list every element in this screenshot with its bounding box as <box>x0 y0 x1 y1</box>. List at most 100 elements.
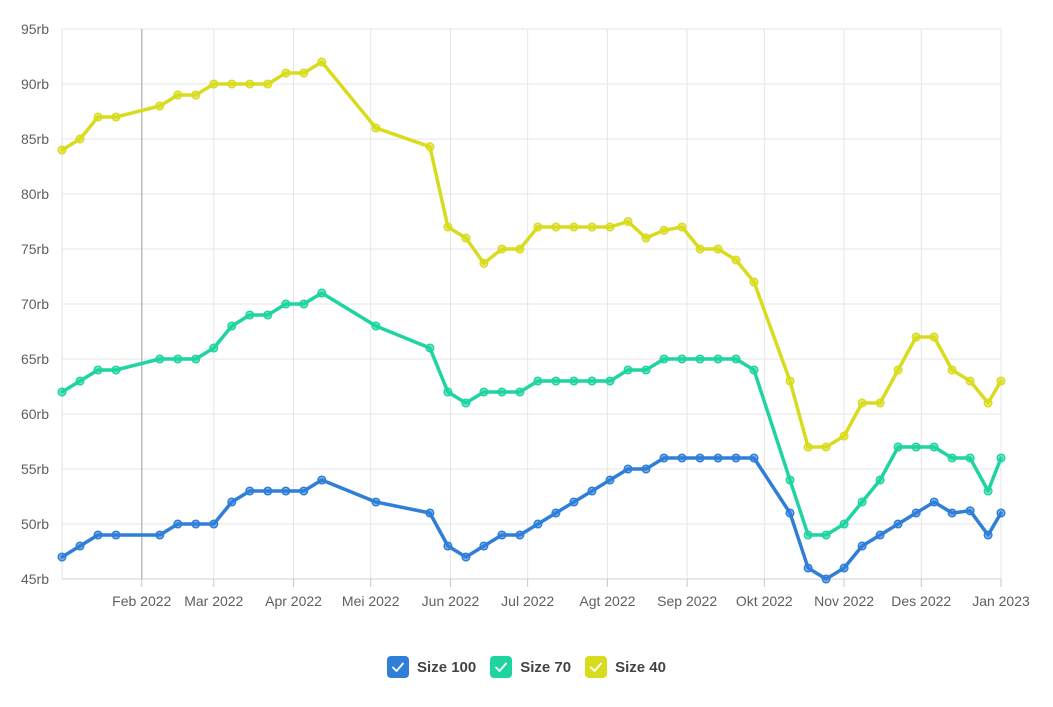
data-point[interactable] <box>659 453 669 463</box>
data-point[interactable] <box>875 398 885 408</box>
data-point[interactable] <box>803 563 813 573</box>
data-point[interactable] <box>839 519 849 529</box>
data-point[interactable] <box>497 387 507 397</box>
data-point[interactable] <box>641 365 651 375</box>
data-point[interactable] <box>731 354 741 364</box>
data-point[interactable] <box>191 354 201 364</box>
data-point[interactable] <box>857 497 867 507</box>
data-point[interactable] <box>551 376 561 386</box>
data-point[interactable] <box>713 453 723 463</box>
data-point[interactable] <box>191 519 201 529</box>
data-point[interactable] <box>209 343 219 353</box>
data-point[interactable] <box>111 112 121 122</box>
data-point[interactable] <box>515 387 525 397</box>
data-point[interactable] <box>911 332 921 342</box>
data-point[interactable] <box>839 431 849 441</box>
data-point[interactable] <box>695 354 705 364</box>
data-point[interactable] <box>479 258 489 268</box>
data-point[interactable] <box>659 225 669 235</box>
data-point[interactable] <box>281 486 291 496</box>
data-point[interactable] <box>173 519 183 529</box>
data-point[interactable] <box>659 354 669 364</box>
data-point[interactable] <box>57 145 67 155</box>
data-point[interactable] <box>263 79 273 89</box>
data-point[interactable] <box>731 453 741 463</box>
data-point[interactable] <box>551 222 561 232</box>
checkbox-checked-icon[interactable] <box>387 656 410 678</box>
data-point[interactable] <box>479 387 489 397</box>
data-point[interactable] <box>93 530 103 540</box>
data-point[interactable] <box>515 530 525 540</box>
data-point[interactable] <box>569 376 579 386</box>
data-point[interactable] <box>191 90 201 100</box>
data-point[interactable] <box>533 376 543 386</box>
data-point[interactable] <box>587 376 597 386</box>
data-point[interactable] <box>461 398 471 408</box>
data-point[interactable] <box>587 486 597 496</box>
data-point[interactable] <box>371 123 381 133</box>
data-point[interactable] <box>173 90 183 100</box>
data-point[interactable] <box>227 321 237 331</box>
data-point[interactable] <box>713 244 723 254</box>
data-point[interactable] <box>75 541 85 551</box>
data-point[interactable] <box>623 365 633 375</box>
data-point[interactable] <box>227 497 237 507</box>
data-point[interactable] <box>317 57 327 67</box>
data-point[interactable] <box>947 508 957 518</box>
data-point[interactable] <box>947 453 957 463</box>
data-point[interactable] <box>983 398 993 408</box>
data-point[interactable] <box>893 365 903 375</box>
data-point[interactable] <box>299 299 309 309</box>
data-point[interactable] <box>839 563 849 573</box>
data-point[interactable] <box>911 508 921 518</box>
data-point[interactable] <box>695 453 705 463</box>
data-point[interactable] <box>695 244 705 254</box>
data-point[interactable] <box>533 222 543 232</box>
data-point[interactable] <box>677 453 687 463</box>
data-point[interactable] <box>641 464 651 474</box>
data-point[interactable] <box>996 453 1006 463</box>
data-point[interactable] <box>425 142 435 152</box>
data-point[interactable] <box>785 508 795 518</box>
data-point[interactable] <box>731 255 741 265</box>
data-point[interactable] <box>929 332 939 342</box>
data-point[interactable] <box>587 222 597 232</box>
legend-item-size-100[interactable]: Size 100 <box>387 656 476 678</box>
data-point[interactable] <box>875 475 885 485</box>
data-point[interactable] <box>497 530 507 540</box>
data-point[interactable] <box>983 530 993 540</box>
data-point[interactable] <box>281 68 291 78</box>
data-point[interactable] <box>479 541 489 551</box>
data-point[interactable] <box>821 574 831 584</box>
data-point[interactable] <box>461 233 471 243</box>
data-point[interactable] <box>533 519 543 529</box>
data-point[interactable] <box>57 552 67 562</box>
data-point[interactable] <box>551 508 561 518</box>
data-point[interactable] <box>443 541 453 551</box>
data-point[interactable] <box>605 222 615 232</box>
data-point[interactable] <box>749 277 759 287</box>
data-point[interactable] <box>677 354 687 364</box>
data-point[interactable] <box>317 288 327 298</box>
data-point[interactable] <box>875 530 885 540</box>
data-point[interactable] <box>209 79 219 89</box>
data-point[interactable] <box>857 398 867 408</box>
data-point[interactable] <box>929 442 939 452</box>
data-point[interactable] <box>893 442 903 452</box>
data-point[interactable] <box>996 508 1006 518</box>
data-point[interactable] <box>803 442 813 452</box>
data-point[interactable] <box>443 222 453 232</box>
data-point[interactable] <box>245 486 255 496</box>
data-point[interactable] <box>623 216 633 227</box>
data-point[interactable] <box>785 376 795 386</box>
data-point[interactable] <box>821 442 831 452</box>
data-point[interactable] <box>111 530 121 540</box>
data-point[interactable] <box>263 310 273 320</box>
data-point[interactable] <box>155 354 165 364</box>
data-point[interactable] <box>569 497 579 507</box>
data-point[interactable] <box>605 376 615 386</box>
data-point[interactable] <box>677 222 687 232</box>
data-point[interactable] <box>623 464 633 474</box>
data-point[interactable] <box>281 299 291 309</box>
data-point[interactable] <box>227 79 237 89</box>
